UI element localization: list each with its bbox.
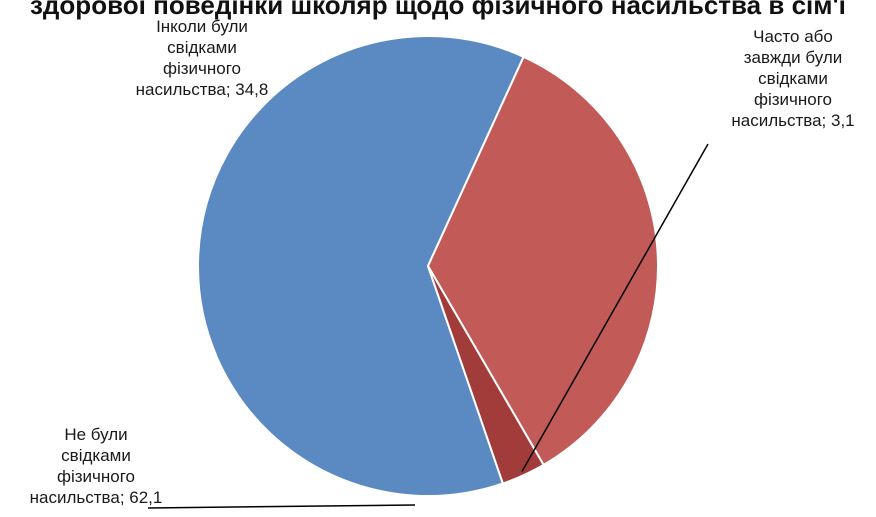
data-label-3-line-2: завжди були bbox=[744, 48, 843, 67]
data-label-3-line-4: фізичного bbox=[754, 90, 832, 109]
data-label-2-line-1: Інколи були bbox=[156, 17, 248, 36]
data-label-3-line-3: свідками bbox=[758, 69, 828, 88]
pie-slice-2 bbox=[426, 55, 659, 467]
data-label-1-line-4: насильства; 62,1 bbox=[30, 488, 163, 507]
data-label-2-line-4: насильства; 34,8 bbox=[136, 80, 269, 99]
chart-title-fragment: здорової поведінки школяр щодо фізичного… bbox=[30, 0, 847, 20]
data-label-3-line-5: насильства; 3,1 bbox=[731, 111, 854, 130]
data-label-1-line-1: Не були bbox=[64, 425, 127, 444]
data-label-1-line-2: свідками bbox=[61, 446, 131, 465]
data-label-3-line-1: Часто або bbox=[753, 27, 833, 46]
leader-line-1 bbox=[147, 504, 416, 509]
data-label-2-line-2: свідками bbox=[167, 38, 237, 57]
leader-lines bbox=[147, 143, 709, 509]
pie-slice-3 bbox=[427, 265, 545, 485]
pie-slice-1 bbox=[197, 35, 525, 497]
data-label-2-line-3: фізичного bbox=[163, 59, 241, 78]
leader-line-3 bbox=[521, 143, 709, 472]
data-labels: Не були свідками фізичного насильства; 62,1… bbox=[30, 17, 855, 507]
data-label-1-line-3: фізичного bbox=[57, 467, 135, 486]
pie-slices bbox=[197, 35, 659, 497]
